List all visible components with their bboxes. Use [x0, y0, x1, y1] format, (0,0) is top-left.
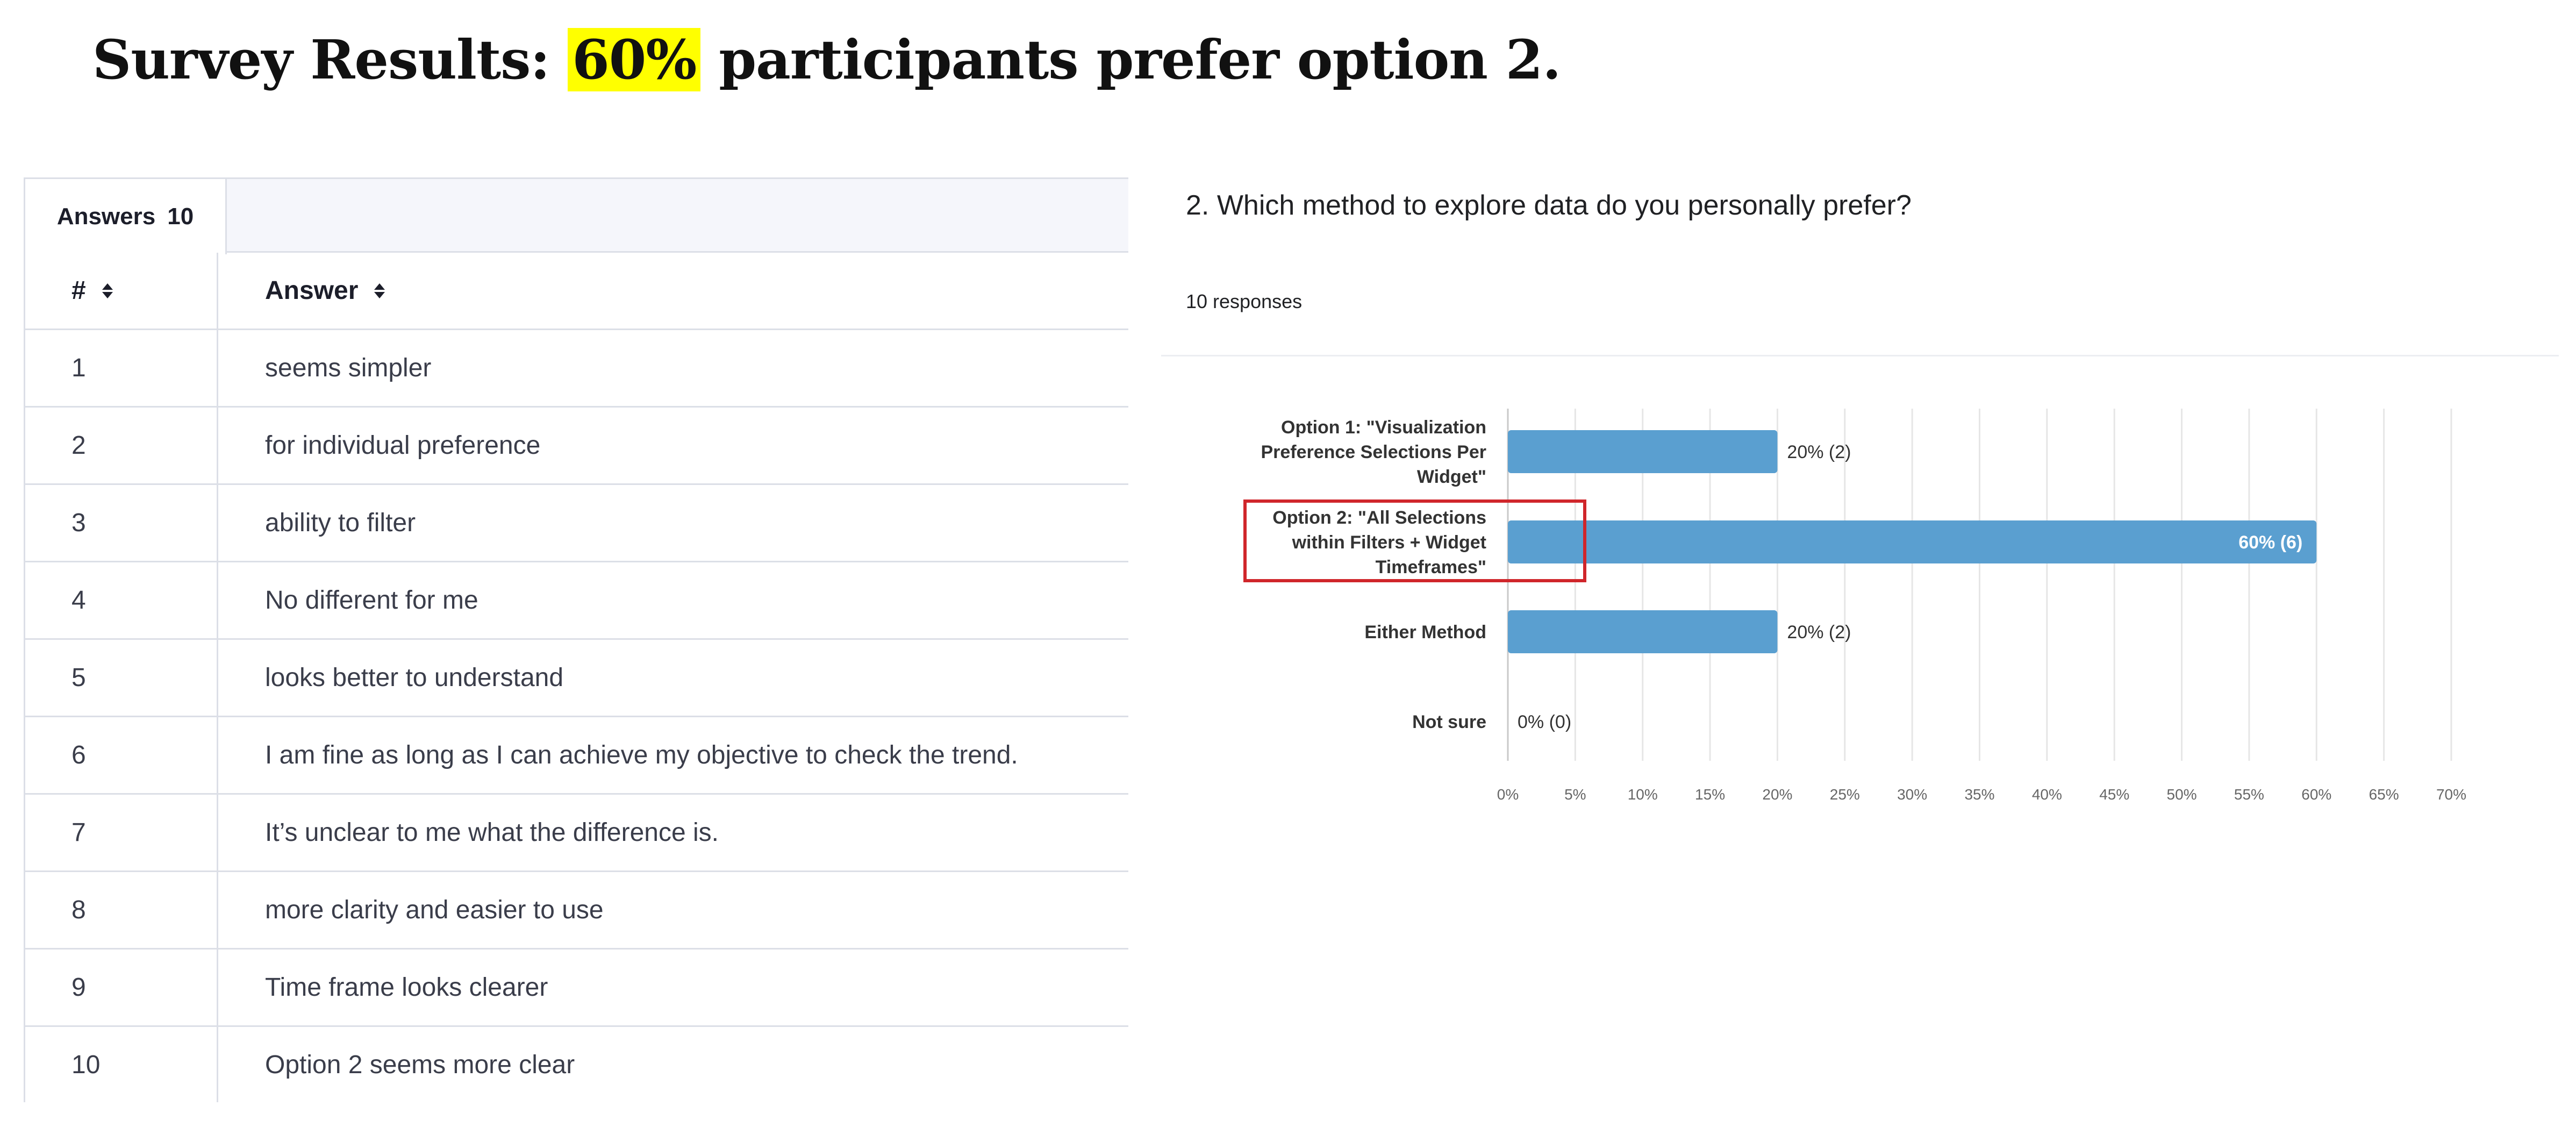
category-label: Preference Selections Per	[1261, 442, 1486, 462]
x-tick-label: 15%	[1695, 786, 1725, 803]
headline-suffix: participants prefer option 2.	[700, 28, 1561, 91]
x-tick-label: 0%	[1497, 786, 1519, 803]
tab-answers-label: Answers	[56, 203, 156, 230]
row-number: 4	[71, 586, 86, 615]
x-tick-label: 10%	[1628, 786, 1658, 803]
data-label: 60% (6)	[2238, 532, 2302, 553]
category-label: Widget"	[1417, 467, 1486, 487]
row-number: 2	[71, 431, 86, 460]
table-row: 7 It’s unclear to me what the difference …	[25, 795, 1128, 872]
row-number: 9	[71, 973, 86, 1002]
survey-question: 2. Which method to explore data do you p…	[1186, 190, 1912, 221]
row-answer: ability to filter	[265, 509, 416, 537]
category-label: Option 2: "All Selections	[1272, 508, 1486, 528]
tab-answers[interactable]: Answers 10	[25, 177, 227, 254]
x-tick-label: 50%	[2167, 786, 2197, 803]
x-tick-label: 70%	[2436, 786, 2466, 803]
x-tick-label: 45%	[2099, 786, 2129, 803]
bar	[1508, 610, 1778, 653]
panel-divider	[1161, 355, 2559, 356]
table-row: 4 No different for me	[25, 562, 1128, 640]
row-answer: looks better to understand	[265, 663, 564, 692]
category-label: Timeframes"	[1376, 557, 1486, 577]
category-label: Either Method	[1364, 622, 1486, 643]
x-tick-label: 65%	[2369, 786, 2399, 803]
column-header-number[interactable]: #	[71, 253, 113, 329]
data-label: 0% (0)	[1518, 712, 1571, 732]
bar	[1508, 430, 1778, 473]
table-row: 1 seems simpler	[25, 330, 1128, 408]
x-tick-label: 55%	[2234, 786, 2264, 803]
headline-highlight: 60%	[568, 28, 701, 91]
x-tick-label: 60%	[2301, 786, 2331, 803]
row-answer: Option 2 seems more clear	[265, 1051, 575, 1079]
answers-table-panel: Answers 10 # Answer 1 seems simpler 2 for i…	[24, 177, 1128, 1102]
row-number: 1	[71, 354, 86, 382]
category-label: Option 1: "Visualization	[1281, 417, 1486, 438]
column-header-answer-label: Answer	[265, 276, 359, 305]
table-header: # Answer	[25, 253, 1128, 330]
bar-chart: 0% 5% 10% 15% 20% 25% 30% 35% 40% 45% 50% 55% 60% 65%…	[1243, 409, 2466, 803]
row-answer: seems simpler	[265, 354, 432, 382]
table-row: 5 looks better to understand	[25, 640, 1128, 717]
category-label: Not sure	[1412, 712, 1486, 732]
row-answer: It’s unclear to me what the difference i…	[265, 818, 719, 847]
x-tick-label: 5%	[1564, 786, 1586, 803]
row-number: 3	[71, 509, 86, 537]
highlight-box	[1243, 499, 1586, 582]
bar	[1508, 520, 2317, 563]
table-row: 10 Option 2 seems more clear	[25, 1027, 1128, 1102]
column-header-number-label: #	[71, 276, 86, 305]
row-number: 6	[71, 741, 86, 769]
row-number: 8	[71, 896, 86, 924]
data-label: 20% (2)	[1787, 442, 1851, 462]
survey-chart-panel: 2. Which method to explore data do you p…	[1156, 177, 2564, 823]
response-count: 10 responses	[1186, 290, 1303, 312]
row-answer: No different for me	[265, 586, 478, 615]
row-answer: more clarity and easier to use	[265, 896, 604, 924]
row-answer: Time frame looks clearer	[265, 973, 548, 1002]
x-tick-label: 40%	[2032, 786, 2062, 803]
page-headline: Survey Results: 60% participants prefer …	[92, 28, 1561, 91]
table-row: 8 more clarity and easier to use	[25, 872, 1128, 950]
tab-answers-count: 10	[167, 203, 194, 230]
row-answer: for individual preference	[265, 431, 541, 460]
category-label: within Filters + Widget	[1292, 532, 1486, 553]
x-tick-label: 35%	[1964, 786, 1994, 803]
table-row: 9 Time frame looks clearer	[25, 950, 1128, 1027]
x-tick-label: 30%	[1897, 786, 1927, 803]
table-row: 3 ability to filter	[25, 485, 1128, 562]
x-tick-label: 25%	[1830, 786, 1860, 803]
column-divider	[217, 253, 218, 1102]
row-number: 5	[71, 663, 86, 692]
table-row: 2 for individual preference	[25, 408, 1128, 485]
data-label: 20% (2)	[1787, 622, 1851, 643]
row-number: 7	[71, 818, 86, 847]
row-answer: I am fine as long as I can achieve my ob…	[265, 741, 1018, 769]
x-tick-label: 20%	[1762, 786, 1792, 803]
sort-icon[interactable]	[102, 283, 113, 298]
tab-bar: Answers 10	[25, 177, 1128, 254]
table-row: 6 I am fine as long as I can achieve my o…	[25, 717, 1128, 795]
row-number: 10	[71, 1051, 101, 1079]
sort-icon[interactable]	[374, 283, 385, 298]
column-header-answer[interactable]: Answer	[265, 253, 385, 329]
headline-prefix: Survey Results:	[92, 28, 568, 91]
